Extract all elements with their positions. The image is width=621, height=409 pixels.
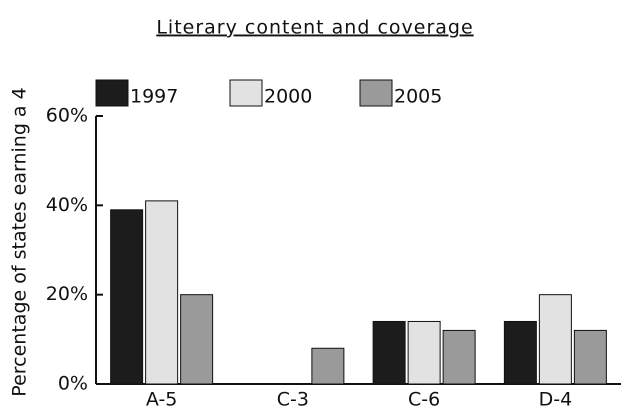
bar [442,329,476,385]
bar [573,329,607,385]
x-tick-label: D-4 [539,389,573,409]
chart-title: Literary content and coverage [156,17,473,39]
y-tick-label: 0% [58,373,88,395]
bar [372,320,406,385]
x-tick-label: C-3 [277,389,309,409]
y-tick-label: 40% [46,194,88,216]
y-tick-label: 20% [46,283,88,305]
y-tick-label: 60% [46,105,88,127]
legend-swatch [229,79,263,107]
bar [145,200,179,385]
legend-label: 2005 [394,86,442,108]
legend-label: 2000 [264,86,312,108]
legend-label: 1997 [130,86,178,108]
x-tick-label: C-6 [408,389,440,409]
bar [110,209,144,385]
y-axis-label: Percentage of states earning a 4 [9,87,31,396]
bar [407,320,441,385]
bar [311,347,345,385]
legend-swatch [359,79,393,107]
bar [503,320,537,385]
x-tick-label: A-5 [146,389,178,409]
legend-swatch [95,79,129,107]
bar [180,294,214,385]
bar [538,294,572,385]
